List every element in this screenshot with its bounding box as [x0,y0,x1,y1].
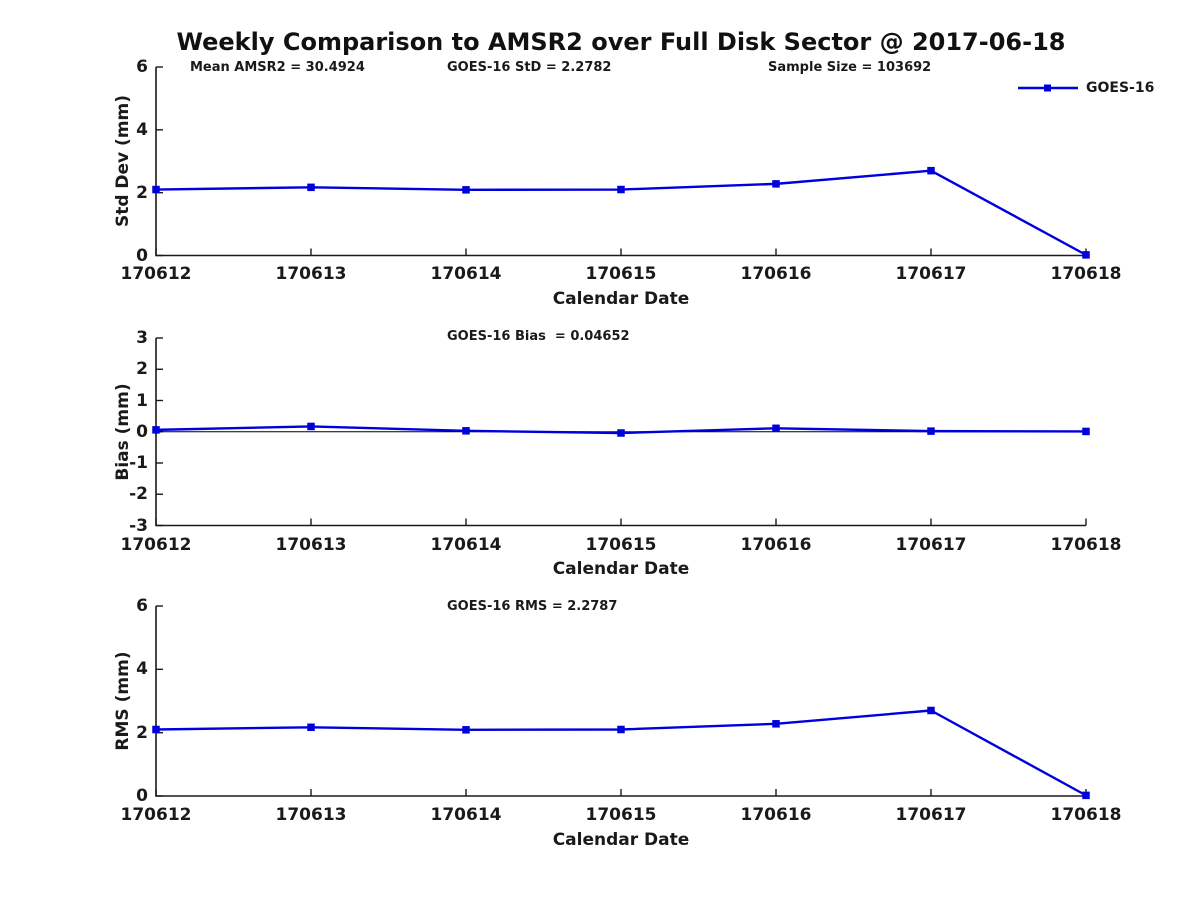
stat-annotation: GOES-16 StD = 2.2782 [447,60,612,75]
x-tick-label: 170616 [740,805,812,825]
y-tick-label: 6 [136,57,148,77]
x-tick-label: 170615 [585,805,657,825]
x-tick-label: 170616 [740,535,812,555]
x-tick-label: 170612 [120,535,192,555]
x-tick-label: 170614 [430,535,502,555]
data-point-marker [617,429,625,437]
data-point-marker [927,166,935,175]
x-tick-label: 170613 [275,264,347,284]
y-tick-label: -1 [129,453,148,473]
y-tick-label: 2 [136,182,148,203]
x-axis-label: Calendar Date [552,289,690,309]
x-tick-label: 170618 [1050,264,1122,284]
data-point-marker [772,424,780,433]
data-point-marker [617,185,625,194]
data-point-marker [1082,427,1090,436]
x-tick-label: 170617 [895,805,967,825]
x-tick-label: 170612 [120,264,192,284]
axis-spine [155,606,1086,797]
y-tick-label: 1 [136,390,148,411]
data-point-marker [307,723,315,732]
stat-annotation: GOES-16 RMS = 2.2787 [447,599,618,614]
axis-spine [155,67,1086,257]
y-tick-label: 0 [136,421,148,442]
data-line [155,709,1087,797]
x-axis-label: Calendar Date [552,830,690,850]
x-tick-label: 170618 [1050,535,1122,555]
x-tick-label: 170618 [1050,805,1122,825]
data-point-marker [1082,251,1090,259]
y-tick-label: -2 [129,484,148,505]
data-point-marker [772,720,780,728]
y-tick-label: 2 [136,359,148,380]
y-tick-label: 0 [136,786,148,806]
data-point-marker [462,186,470,194]
data-point-marker [462,726,470,734]
data-line [155,169,1087,256]
y-tick-label: 6 [136,596,148,616]
x-tick-label: 170614 [430,264,502,284]
data-point-marker [617,725,625,734]
data-point-marker [772,180,780,188]
legend-label: GOES-16 [1086,80,1155,96]
x-tick-label: 170615 [585,535,657,555]
data-point-marker [462,427,470,435]
legend: GOES-16 [1017,80,1154,96]
y-tick-label: 0 [136,245,148,266]
y-tick-label: -3 [129,515,148,536]
y-tick-label: 4 [136,119,148,140]
x-tick-label: 170617 [895,535,967,555]
x-tick-label: 170616 [740,264,812,284]
y-tick-label: 4 [136,659,148,680]
data-point-marker [152,185,160,194]
x-tick-label: 170613 [275,805,347,825]
x-tick-label: 170614 [430,805,502,825]
data-point-marker [307,422,315,431]
x-tick-label: 170612 [120,805,192,825]
x-axis-label: Calendar Date [552,559,690,579]
stat-annotation: Mean AMSR2 = 30.4924 [190,60,365,75]
legend-line-icon [1018,84,1078,92]
data-point-marker [152,426,160,434]
data-point-marker [1082,791,1090,800]
stat-annotation: GOES-16 Bias = 0.04652 [447,329,630,344]
x-tick-label: 170613 [275,535,347,555]
data-point-marker [927,706,935,715]
y-tick-label: 3 [136,328,148,348]
y-tick-label: 2 [136,722,148,743]
data-point-marker [307,183,315,192]
chart-title: Weekly Comparison to AMSR2 over Full Dis… [176,28,1066,56]
data-point-marker [152,725,160,734]
data-point-marker [927,427,935,435]
stat-annotation: Sample Size = 103692 [768,60,932,75]
x-tick-label: 170617 [895,264,967,284]
x-tick-label: 170615 [585,264,657,284]
